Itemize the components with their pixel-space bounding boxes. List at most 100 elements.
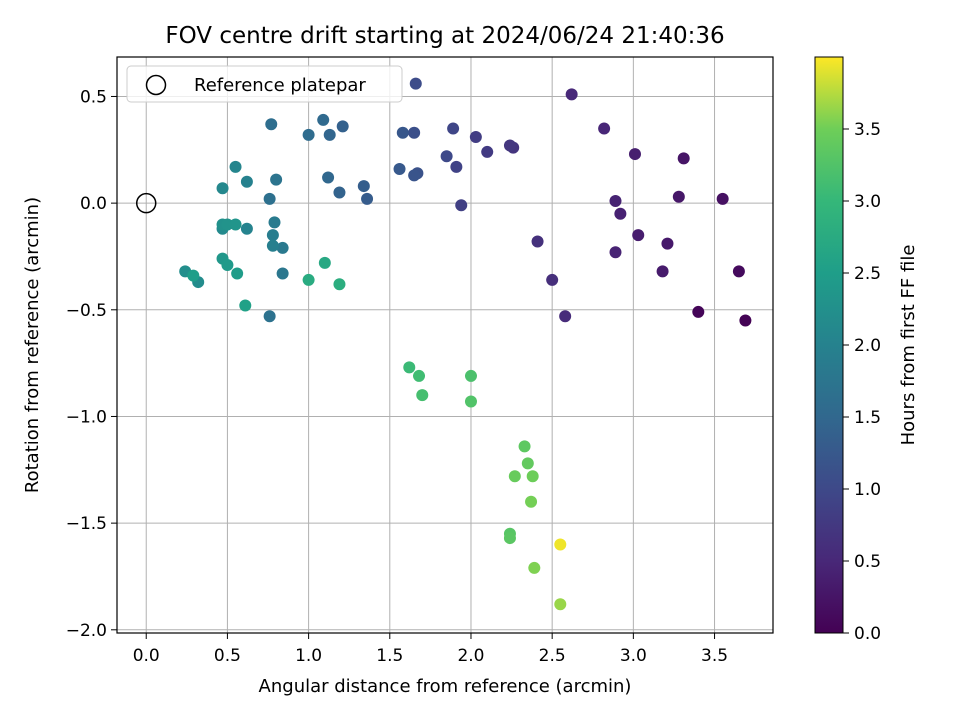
- scatter-point: [503, 139, 516, 152]
- colorbar-gradient: [814, 56, 844, 634]
- x-tick-label: 1.5: [376, 646, 403, 666]
- scatter-point: [361, 192, 374, 205]
- scatter-point: [732, 265, 745, 278]
- scatter-point: [503, 532, 516, 545]
- scatter-point: [216, 182, 229, 195]
- scatter-point: [469, 131, 482, 143]
- scatter-point: [554, 538, 567, 551]
- scatter-point: [455, 199, 468, 212]
- legend-box: [126, 65, 403, 103]
- x-tick-label: 3.5: [701, 646, 728, 666]
- scatter-point: [408, 169, 421, 182]
- scatter-point: [270, 173, 283, 186]
- colorbar-tick-label: 3.0: [854, 192, 881, 212]
- scatter-point: [240, 175, 253, 188]
- scatter-point: [526, 470, 539, 483]
- scatter-point: [229, 160, 242, 173]
- colorbar-ticks: 0.0 0.5 1.0 1.5 2.0 2.5 3.0 3.5: [843, 120, 881, 644]
- scatter-point: [656, 265, 669, 278]
- scatter-point: [716, 192, 729, 205]
- y-tick-label: 0.0: [80, 194, 107, 214]
- x-tick-label: 0.5: [214, 646, 241, 666]
- scatter-point: [559, 310, 572, 323]
- scatter-point: [672, 190, 685, 203]
- scatter-point: [317, 113, 330, 126]
- scatter-point: [318, 256, 331, 269]
- scatter-point: [187, 269, 200, 282]
- scatter-point: [263, 310, 276, 323]
- x-tick-label: 1.0: [295, 646, 322, 666]
- scatter-point: [464, 395, 477, 408]
- scatter-point: [464, 369, 477, 382]
- scatter-point: [263, 192, 276, 205]
- scatter-point: [661, 237, 674, 250]
- legend-marker-icon: [145, 74, 167, 96]
- scatter-point: [266, 239, 279, 252]
- reference-platepar-marker: [135, 192, 157, 214]
- x-tick-label: 3.0: [620, 646, 647, 666]
- scatter-point: [268, 216, 281, 229]
- scatter-point: [481, 145, 494, 158]
- scatter-point: [322, 171, 335, 184]
- data-points: [179, 77, 752, 611]
- grid-lines: [117, 57, 773, 633]
- scatter-point: [413, 369, 426, 382]
- scatter-point: [221, 259, 234, 271]
- x-tick-label: 0.0: [133, 646, 160, 666]
- scatter-point: [231, 267, 244, 280]
- scatter-point: [333, 278, 346, 291]
- scatter-point: [447, 122, 460, 135]
- scatter-point: [396, 126, 409, 139]
- y-tick-label: −1.0: [66, 407, 107, 427]
- scatter-point: [266, 229, 279, 242]
- scatter-point: [393, 163, 406, 175]
- scatter-point: [546, 273, 559, 286]
- scatter-point: [440, 150, 453, 163]
- reference-layer: [135, 192, 157, 214]
- scatter-point: [609, 246, 622, 259]
- x-tick-label: 2.0: [457, 646, 484, 666]
- scatter-point: [302, 128, 315, 141]
- plot-frame: [116, 56, 774, 634]
- scatter-point: [565, 88, 578, 101]
- scatter-point: [336, 120, 349, 133]
- x-axis-ticks: 0.0 0.5 1.0 1.5 2.0 2.5 3.0 3.5: [133, 633, 728, 666]
- scatter-point: [598, 122, 611, 135]
- scatter-point: [323, 128, 336, 141]
- x-axis-label: Angular distance from reference (arcmin): [259, 676, 632, 697]
- scatter-point: [239, 299, 252, 312]
- scatter-point: [276, 267, 289, 280]
- scatter-point: [554, 598, 567, 611]
- y-tick-label: −1.5: [66, 514, 107, 534]
- scatter-point: [632, 229, 645, 242]
- scatter-point: [677, 152, 690, 165]
- colorbar-label: Hours from first FF file: [898, 245, 919, 446]
- legend-entry-label: Reference platepar: [194, 75, 366, 96]
- chart-title: FOV centre drift starting at 2024/06/24 …: [165, 23, 724, 49]
- y-tick-label: 0.5: [80, 87, 107, 107]
- y-tick-label: −2.0: [66, 621, 107, 641]
- scatter-point: [739, 314, 752, 327]
- scatter-point: [408, 126, 421, 139]
- scatter-point: [276, 241, 289, 254]
- scatter-point: [525, 495, 538, 508]
- colorbar-tick-label: 3.5: [854, 120, 881, 140]
- scatter-point: [403, 361, 416, 374]
- colorbar-tick-label: 0.5: [854, 552, 881, 572]
- scatter-point: [614, 207, 627, 220]
- x-tick-label: 2.5: [539, 646, 566, 666]
- scatter-point: [409, 77, 422, 90]
- scatter-point: [508, 470, 521, 483]
- y-axis-ticks: 0.5 0.0 −0.5 −1.0 −1.5 −2.0: [66, 87, 117, 641]
- colorbar-tick-label: 1.5: [854, 408, 881, 428]
- scatter-point: [265, 118, 278, 131]
- scatter-point: [357, 180, 370, 193]
- legend: Reference platepar: [126, 65, 403, 103]
- y-axis-label: Rotation from reference (arcmin): [22, 197, 43, 493]
- scatter-point: [518, 440, 531, 453]
- scatter-point: [229, 218, 242, 231]
- scatter-point: [692, 305, 705, 318]
- colorbar-tick-label: 2.5: [854, 264, 881, 284]
- scatter-point: [450, 160, 463, 173]
